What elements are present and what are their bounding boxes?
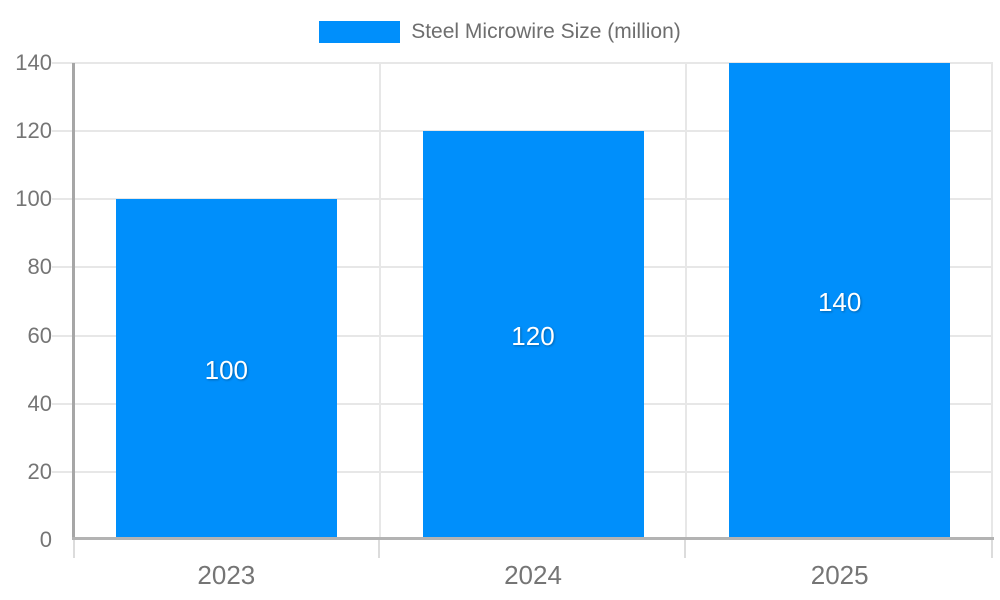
y-tick-label: 40: [27, 390, 52, 416]
legend-marker: [319, 21, 401, 43]
y-tick-label: 120: [15, 118, 52, 144]
bar-value-label: 140: [817, 286, 862, 317]
x-tick-label: 2025: [810, 560, 869, 590]
v-gridline: [378, 63, 381, 540]
y-tick-label: 140: [15, 50, 52, 75]
x-tick-label: 2023: [197, 560, 256, 590]
y-tick-label: 100: [15, 186, 52, 212]
bar-2023[interactable]: [115, 199, 337, 540]
plot-area: 100 120 140: [52, 62, 994, 558]
y-tick-label: 20: [27, 458, 52, 484]
y-tick-label: 80: [27, 254, 52, 280]
bar-2025[interactable]: [729, 63, 951, 540]
x-axis-line: [72, 537, 994, 540]
plot-right-border: [991, 63, 993, 540]
bar-value-label: 120: [511, 320, 555, 351]
bar-2024[interactable]: [422, 131, 644, 540]
y-tick-label: 60: [27, 322, 52, 348]
x-axis-tick: [73, 540, 75, 558]
legend-item[interactable]: Steel Microwire Size (million): [0, 20, 1000, 44]
x-axis-tick: [991, 540, 993, 558]
legend-label: Steel Microwire Size (million): [411, 20, 681, 43]
h-gridline: [52, 62, 993, 64]
bar-value-label: 100: [204, 354, 249, 385]
y-axis-line: [72, 63, 75, 540]
v-gridline: [685, 63, 688, 540]
x-tick-label: 2024: [504, 560, 562, 590]
y-tick-label: 0: [39, 527, 52, 552]
x-axis-tick: [684, 540, 687, 558]
x-axis-tick: [377, 540, 380, 558]
